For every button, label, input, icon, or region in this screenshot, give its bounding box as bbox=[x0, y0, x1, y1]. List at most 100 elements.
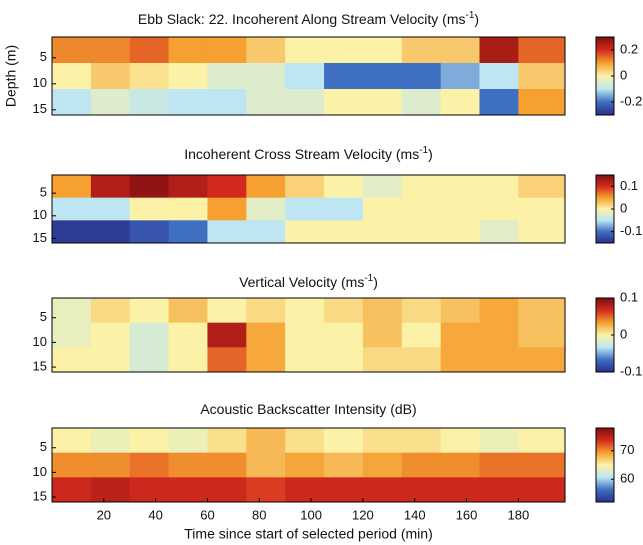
heat-cell bbox=[52, 322, 92, 348]
heat-cell bbox=[324, 452, 364, 478]
heat-cell bbox=[518, 175, 566, 199]
heat-cell bbox=[440, 175, 480, 199]
heat-cell bbox=[52, 197, 92, 221]
panel-title: Vertical Velocity (ms-1) bbox=[239, 273, 378, 290]
heat-cell bbox=[440, 37, 480, 64]
heat-cell bbox=[207, 220, 247, 244]
heat-cell bbox=[207, 37, 247, 64]
heat-cell bbox=[324, 63, 364, 90]
heat-cell bbox=[479, 452, 519, 478]
heat-cell bbox=[168, 37, 208, 64]
heat-cell bbox=[479, 197, 519, 221]
y-tick-label: 5 bbox=[40, 439, 47, 454]
heat-cell bbox=[90, 452, 131, 478]
colorbar bbox=[595, 427, 615, 503]
plot-frame bbox=[51, 427, 566, 503]
colorbar-tick-label: -0.1 bbox=[620, 223, 642, 238]
heat-cell bbox=[90, 37, 131, 64]
heat-cell bbox=[362, 197, 403, 221]
title-end: ) bbox=[373, 274, 378, 290]
heat-cell bbox=[246, 89, 286, 116]
heat-cell bbox=[479, 298, 519, 324]
heat-cell bbox=[362, 175, 403, 199]
title-text: Incoherent Cross Stream Velocity (ms bbox=[184, 146, 419, 162]
colorbar-tick-label: 0 bbox=[620, 326, 627, 341]
heat-cell bbox=[90, 220, 131, 244]
heat-cell bbox=[479, 37, 519, 64]
heat-cell bbox=[401, 347, 442, 373]
heat-cell bbox=[479, 477, 519, 503]
heat-cell bbox=[362, 452, 403, 478]
y-tick-label: 5 bbox=[40, 185, 47, 200]
x-tick-label: 120 bbox=[352, 507, 374, 522]
heat-cell bbox=[246, 452, 286, 478]
heat-cell bbox=[90, 197, 131, 221]
heat-cell bbox=[518, 89, 566, 116]
heat-cell bbox=[52, 298, 92, 324]
title-sup: -1 bbox=[419, 145, 428, 156]
heat-cell bbox=[401, 63, 442, 90]
heat-cell bbox=[52, 477, 92, 503]
panel-title: Acoustic Backscatter Intensity (dB) bbox=[200, 401, 416, 417]
heat-cell bbox=[518, 428, 566, 454]
heat-cell bbox=[207, 322, 247, 348]
title-text: Vertical Velocity (ms bbox=[239, 274, 364, 290]
title-end: ) bbox=[474, 11, 479, 27]
heat-cell bbox=[518, 197, 566, 221]
heat-cell bbox=[324, 298, 364, 324]
heat-cell bbox=[518, 298, 566, 324]
heat-cell bbox=[129, 220, 170, 244]
heat-cell bbox=[362, 428, 403, 454]
heat-cell bbox=[401, 175, 442, 199]
colorbar-tick-label: 0.1 bbox=[620, 289, 638, 304]
heat-cell bbox=[246, 197, 286, 221]
heat-cell bbox=[285, 452, 325, 478]
heat-cell bbox=[207, 197, 247, 221]
heat-cell bbox=[362, 347, 403, 373]
heat-cell bbox=[285, 322, 325, 348]
heat-cell bbox=[285, 477, 325, 503]
title-sup: -1 bbox=[466, 10, 475, 21]
heat-cell bbox=[362, 37, 403, 64]
heat-cell bbox=[479, 347, 519, 373]
heat-cell bbox=[440, 298, 480, 324]
heat-cell bbox=[401, 37, 442, 64]
colorbar-tick-label: -0.1 bbox=[620, 363, 642, 378]
heat-cell bbox=[168, 428, 208, 454]
y-tick-label: 5 bbox=[40, 49, 47, 64]
heat-cell bbox=[324, 89, 364, 116]
heat-cell bbox=[207, 477, 247, 503]
heat-cell bbox=[207, 428, 247, 454]
heat-cell bbox=[129, 428, 170, 454]
heat-cell bbox=[401, 220, 442, 244]
title-sup: -1 bbox=[364, 273, 373, 284]
heat-cell bbox=[518, 477, 566, 503]
heat-cell bbox=[324, 322, 364, 348]
heat-cell bbox=[401, 477, 442, 503]
plot-frame bbox=[51, 297, 566, 373]
heat-cell bbox=[52, 175, 92, 199]
heat-cell bbox=[362, 322, 403, 348]
heat-cell bbox=[518, 347, 566, 373]
y-axis-label: Depth (m) bbox=[3, 45, 19, 107]
y-tick-label: 15 bbox=[33, 489, 47, 504]
heat-cell bbox=[479, 322, 519, 348]
heat-cell bbox=[324, 347, 364, 373]
x-tick-label: 140 bbox=[404, 507, 426, 522]
y-tick-label: 15 bbox=[33, 359, 47, 374]
heat-cell bbox=[440, 220, 480, 244]
heat-cell bbox=[207, 452, 247, 478]
plot-frame bbox=[51, 36, 566, 116]
heat-cell bbox=[246, 477, 286, 503]
heat-cell bbox=[168, 89, 208, 116]
x-tick-label: 180 bbox=[508, 507, 530, 522]
heat-cell bbox=[362, 220, 403, 244]
y-tick-label: 10 bbox=[33, 75, 47, 90]
heat-cell bbox=[479, 89, 519, 116]
heat-cell bbox=[168, 197, 208, 221]
heat-cell bbox=[52, 452, 92, 478]
heat-cell bbox=[440, 347, 480, 373]
heat-cell bbox=[285, 347, 325, 373]
heat-cell bbox=[168, 63, 208, 90]
